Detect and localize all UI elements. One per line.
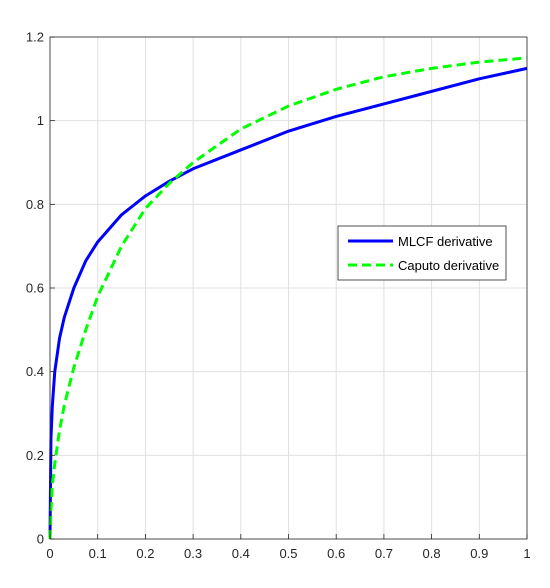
x-tick-label: 1 [523,546,530,561]
x-tick-label: 0.7 [375,546,393,561]
y-tick-label: 1.2 [26,30,44,45]
x-tick-label: 0.9 [470,546,488,561]
y-axis-tick-labels: 0 0.2 0.4 0.6 0.8 1 1.2 [26,30,44,547]
x-axis-tick-labels: 0 0.1 0.2 0.3 0.4 0.5 0.6 0.7 0.8 0.9 1 [46,546,530,561]
x-tick-label: 0.5 [279,546,297,561]
x-tick-label: 0 [46,546,53,561]
y-tick-label: 0.4 [26,364,44,379]
legend-box [337,225,507,281]
y-tick-label: 0 [37,532,44,547]
y-tick-label: 1 [37,113,44,128]
axis-ticks [49,36,528,540]
x-tick-label: 0.4 [232,546,250,561]
x-tick-label: 0.3 [184,546,202,561]
x-tick-label: 0.6 [327,546,345,561]
series-line-caputo-derivative [48,56,528,540]
legend-label-mlcf: MLCF derivative [398,234,493,249]
y-tick-label: 0.2 [26,448,44,463]
series-layer [48,56,528,540]
series-line-mlcf-derivative [48,66,528,540]
x-tick-label: 0.2 [136,546,154,561]
legend: MLCF derivative Caputo derivative [337,225,507,281]
y-tick-label: 0.8 [26,197,44,212]
x-tick-label: 0.1 [89,546,107,561]
y-tick-label: 0.6 [26,281,44,296]
legend-label-caputo: Caputo derivative [398,258,499,273]
x-tick-label: 0.8 [423,546,441,561]
